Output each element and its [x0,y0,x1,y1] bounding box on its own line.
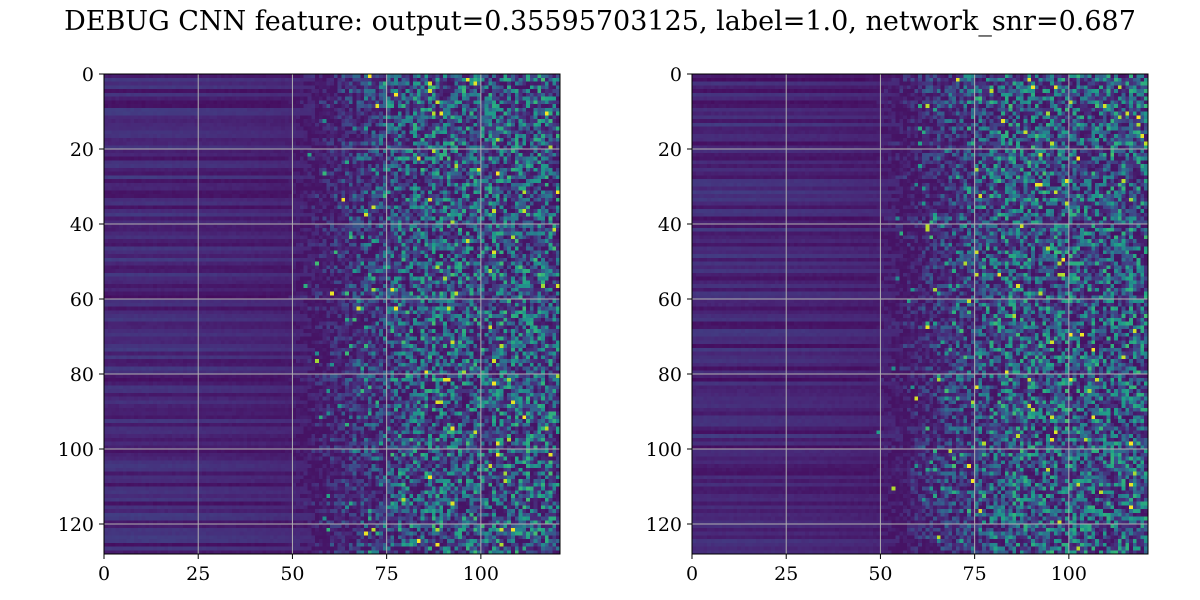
heatmap-image [692,74,1148,554]
y-tick-label: 80 [658,364,682,386]
y-tick-label: 40 [70,214,94,236]
y-tick-label: 100 [58,439,94,461]
x-tick-label: 100 [1051,563,1087,585]
y-tick-label: 20 [70,139,94,161]
y-tick-label: 0 [670,64,682,86]
x-tick-label: 75 [963,563,987,585]
x-tick-label: 0 [686,563,698,585]
x-tick-label: 100 [463,563,499,585]
axes-frame [691,73,1149,555]
y-tick-label: 40 [658,214,682,236]
x-tick-label: 25 [186,563,210,585]
y-tick-label: 100 [646,439,682,461]
axes-frame [103,73,561,555]
figure-title: DEBUG CNN feature: output=0.35595703125,… [64,6,1136,37]
heatmap-image [104,74,560,554]
y-tick-label: 120 [646,514,682,536]
y-tick-label: 60 [658,289,682,311]
y-tick-label: 80 [70,364,94,386]
x-tick-label: 75 [375,563,399,585]
x-tick-label: 50 [280,563,304,585]
y-tick-label: 20 [658,139,682,161]
heatmap-panel-left: 0 25 50 75 100 0 20 40 60 80 100 120 [58,64,561,585]
x-tick-label: 50 [868,563,892,585]
y-tick-label: 60 [70,289,94,311]
x-tick-label: 0 [98,563,110,585]
y-tick-label: 120 [58,514,94,536]
y-tick-label: 0 [82,64,94,86]
heatmap-panel-right: 0 25 50 75 100 0 20 40 60 80 100 120 [646,64,1149,585]
x-tick-label: 25 [774,563,798,585]
